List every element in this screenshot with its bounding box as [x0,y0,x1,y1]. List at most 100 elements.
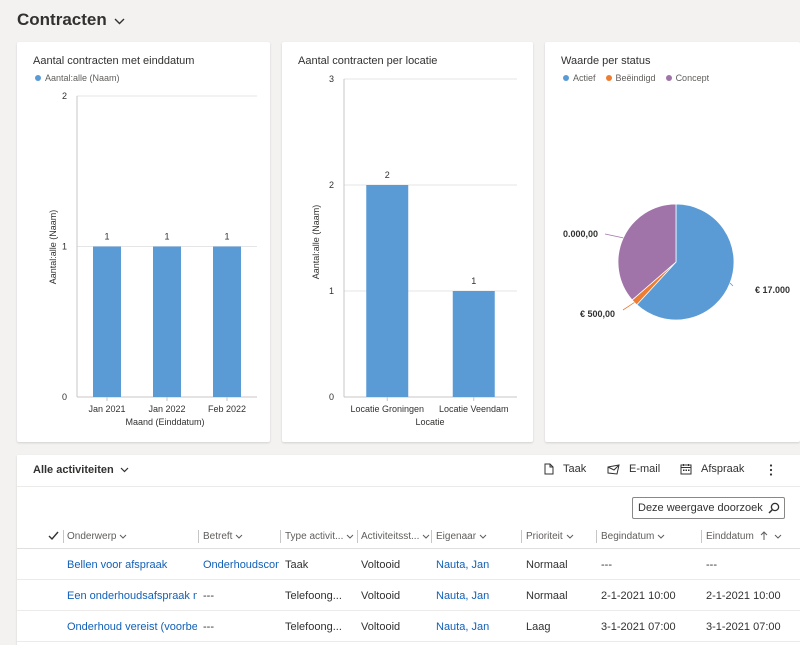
sort-ascending-icon [760,531,768,540]
legend-dot-icon [563,75,569,81]
cell-betreft: --- [203,590,214,602]
data-label: 1 [164,232,169,242]
column-header-label: Betreft [203,530,233,542]
cell-eigenaar[interactable]: Nauta, Jan [436,621,490,633]
column-header-begindatum[interactable]: Begindatum [601,523,701,549]
column-separator [521,530,522,543]
chart-title: Waarde per status [561,55,651,67]
cell-onderwerp[interactable]: Een onderhoudsafspraak ma [67,590,197,602]
column-header-label: Prioriteit [526,530,563,542]
chart-card-location: Aantal contracten per locatie 0 1 2 3 2 Locat… [282,42,533,442]
x-tick-label: Jan 2022 [148,404,185,414]
legend-item-concept[interactable]: Concept [665,73,710,83]
y-axis-title: Aantal:alle (Naam) [311,205,321,280]
appointment-label: Afspraak [701,463,745,475]
table-row[interactable]: Een onderhoudsafspraak ma --- Telefoong.… [17,581,800,611]
cell-einddatum: --- [706,559,717,571]
cell-type: Taak [285,559,309,571]
data-label: 1 [224,232,229,242]
legend-label: Concept [675,73,710,83]
column-header-label: Einddatum [706,530,754,542]
legend-dot-icon [665,75,672,81]
table-row[interactable]: Bellen voor afspraak Onderhoudscont Taak… [17,550,800,580]
column-header-einddatum[interactable]: Einddatum [706,523,796,549]
select-all-checkmark-icon[interactable] [48,531,59,541]
cell-type: Telefoong... [285,590,342,602]
column-header-eigenaar[interactable]: Eigenaar [436,523,520,549]
column-header-type[interactable]: Type activit... [285,523,355,549]
cell-type: Telefoong... [285,621,342,633]
cell-begindatum: 3-1-2021 07:00 [601,621,676,633]
search-input[interactable] [638,502,763,514]
y-tick-label: 2 [329,180,334,190]
chart-legend: Aantal:alle (Naam) [35,73,120,83]
table-row[interactable]: Onderhoud vereist (voorbee --- Telefoong… [17,612,800,642]
chart-card-end-date: Aantal contracten met einddatum Aantal:a… [17,42,270,442]
chevron-down-icon [774,534,782,539]
new-task-button[interactable]: Taak [544,463,586,475]
chevron-down-icon [120,467,129,473]
chevron-down-icon [479,534,487,539]
column-header-status[interactable]: Activiteitsst... [361,523,433,549]
pie-leader-line [604,233,624,239]
cell-onderwerp[interactable]: Bellen voor afspraak [67,559,168,571]
chevron-down-icon[interactable] [114,18,125,25]
legend-label: Beëindigd [615,73,656,83]
chart-title: Aantal contracten met einddatum [33,55,195,67]
column-separator [63,530,64,543]
cell-eigenaar[interactable]: Nauta, Jan [436,559,490,571]
cell-einddatum: 3-1-2021 07:00 [706,621,781,633]
x-tick-label: Locatie Veendam [439,404,509,414]
search-icon[interactable] [768,502,780,514]
y-tick-label: 1 [62,242,67,252]
grid-toolbar: Alle activiteiten Taak E-mail [17,455,800,487]
chevron-down-icon [566,534,574,539]
pie-data-label: 0.000,00 [563,229,598,239]
page-title[interactable]: Contracten [17,10,107,29]
column-header-betreft[interactable]: Betreft [203,523,277,549]
cell-betreft[interactable]: Onderhoudscont [203,559,279,571]
column-separator [701,530,702,543]
cell-status: Voltooid [361,559,401,571]
pie-leader-line [729,282,734,287]
legend-item-actief[interactable]: Actief [563,73,596,83]
cell-begindatum: 2-1-2021 10:00 [601,590,676,602]
column-header-prioriteit[interactable]: Prioriteit [526,523,596,549]
new-email-button[interactable]: E-mail [607,463,660,475]
more-options-icon[interactable] [766,462,776,478]
chart-card-status: Waarde per status Actief Beëindigd Conce… [545,42,800,442]
y-axis-title: Aantal:alle (Naam) [48,210,58,285]
bar [93,246,121,397]
cell-prioriteit: Normaal [526,590,568,602]
cell-prioriteit: Normaal [526,559,568,571]
cell-begindatum: --- [601,559,612,571]
view-label: Alle activiteiten [33,464,114,476]
bar [153,246,181,397]
calendar-icon [680,464,692,475]
y-tick-label: 0 [62,392,67,402]
legend-item-beeindigd[interactable]: Beëindigd [605,73,656,83]
legend-dot-icon [35,75,41,81]
column-separator [431,530,432,543]
bar-chart-end-date: 0 1 2 1 Jan 2021 1 Jan 2022 1 Feb 2022 Maand (Ein… [48,91,257,427]
pie-chart-status: € 17.000 € 500,00 0.000,00 [563,203,790,321]
x-tick-label: Jan 2021 [88,404,125,414]
cell-onderwerp[interactable]: Onderhoud vereist (voorbee [67,621,197,633]
pie-leader-line [622,302,635,311]
pie-data-label: € 500,00 [580,309,615,319]
legend-label: Aantal:alle (Naam) [45,73,120,83]
x-axis-title: Locatie [415,417,444,427]
y-tick-label: 2 [62,91,67,101]
cell-eigenaar[interactable]: Nauta, Jan [436,590,490,602]
chevron-down-icon [347,534,354,539]
legend-item[interactable]: Aantal:alle (Naam) [35,73,120,83]
column-header-label: Eigenaar [436,530,477,542]
grid-header-row: Onderwerp Betreft Type activit... Activi… [17,523,800,549]
chart-legend: Actief Beëindigd Concept [563,73,709,83]
column-header-label: Type activit... [285,530,344,542]
new-appointment-button[interactable]: Afspraak [680,463,744,475]
column-header-label: Begindatum [601,530,655,542]
column-header-onderwerp[interactable]: Onderwerp [67,523,195,549]
chevron-down-icon [423,534,430,539]
view-selector[interactable]: Alle activiteiten [33,464,129,476]
